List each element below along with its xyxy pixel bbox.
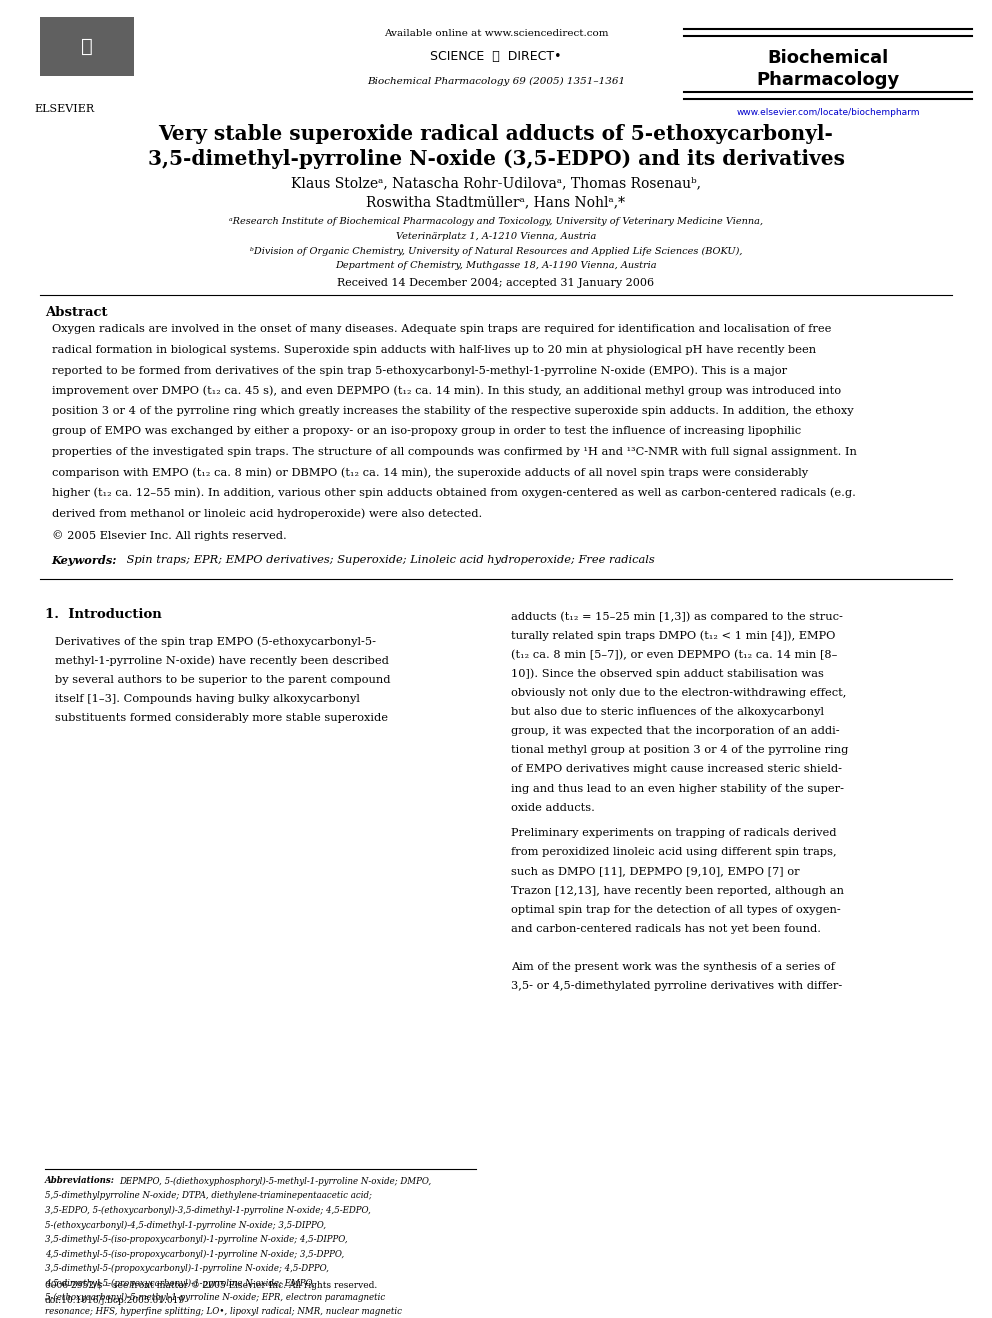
Text: by several authors to be superior to the parent compound: by several authors to be superior to the… [55, 675, 390, 685]
Text: such as DMPO [11], DEPMPO [9,10], EMPO [7] or: such as DMPO [11], DEPMPO [9,10], EMPO [… [511, 866, 800, 876]
Text: Keywords:: Keywords: [52, 555, 117, 565]
Text: ing and thus lead to an even higher stability of the super-: ing and thus lead to an even higher stab… [511, 783, 844, 793]
Text: oxide adducts.: oxide adducts. [511, 803, 595, 813]
Text: optimal spin trap for the detection of all types of oxygen-: optimal spin trap for the detection of a… [511, 904, 840, 915]
Text: 3,5-dimethyl-pyrroline Ν-oxide (3,5-EDPO) and its derivatives: 3,5-dimethyl-pyrroline Ν-oxide (3,5-EDPO… [148, 149, 844, 169]
Text: methyl-1-pyrroline N-oxide) have recently been described: methyl-1-pyrroline N-oxide) have recentl… [55, 655, 389, 667]
Text: 4,5-dimethyl-5-(iso-propoxycarbonyl)-1-pyrroline N-oxide; 3,5-DPPO,: 4,5-dimethyl-5-(iso-propoxycarbonyl)-1-p… [45, 1249, 344, 1259]
Text: Preliminary experiments on trapping of radicals derived: Preliminary experiments on trapping of r… [511, 828, 836, 838]
Text: DEPMPO, 5-(diethoxyphosphoryl)-5-methyl-1-pyrroline N-oxide; DMPO,: DEPMPO, 5-(diethoxyphosphoryl)-5-methyl-… [119, 1177, 432, 1186]
Text: of EMPO derivatives might cause increased steric shield-: of EMPO derivatives might cause increase… [511, 764, 842, 775]
Text: position 3 or 4 of the pyrroline ring which greatly increases the stability of t: position 3 or 4 of the pyrroline ring wh… [52, 406, 853, 416]
Text: www.elsevier.com/locate/biochempharm: www.elsevier.com/locate/biochempharm [737, 108, 920, 117]
Text: higher (t₁₂ ca. 12–55 min). In addition, various other spin adducts obtained fro: higher (t₁₂ ca. 12–55 min). In addition,… [52, 488, 855, 498]
Text: © 2005 Elsevier Inc. All rights reserved.: © 2005 Elsevier Inc. All rights reserved… [52, 530, 287, 540]
Text: Roswitha Stadtmüllerᵃ, Hans Nohlᵃ,*: Roswitha Stadtmüllerᵃ, Hans Nohlᵃ,* [366, 195, 626, 210]
Text: resonance; HFS, hyperfine splitting; LO•, lipoxyl radical; NMR, nuclear magnetic: resonance; HFS, hyperfine splitting; LO•… [45, 1307, 402, 1317]
Text: 10]). Since the observed spin adduct stabilisation was: 10]). Since the observed spin adduct sta… [511, 668, 823, 680]
Text: Biochemical: Biochemical [768, 49, 889, 67]
Text: Very stable superoxide radical adducts of 5-ethoxycarbonyl-: Very stable superoxide radical adducts o… [159, 124, 833, 144]
Text: comparison with EMPO (t₁₂ ca. 8 min) or DBMPO (t₁₂ ca. 14 min), the superoxide a: comparison with EMPO (t₁₂ ca. 8 min) or … [52, 467, 807, 478]
Text: improvement over DMPO (t₁₂ ca. 45 s), and even DEPMPO (t₁₂ ca. 14 min). In this : improvement over DMPO (t₁₂ ca. 45 s), an… [52, 385, 840, 397]
Text: 1.  Introduction: 1. Introduction [45, 608, 162, 621]
Text: Abstract: Abstract [45, 306, 107, 319]
Text: group of EMPO was exchanged by either a propoxy- or an iso-propoxy group in orde: group of EMPO was exchanged by either a … [52, 426, 801, 436]
Text: Available online at www.sciencedirect.com: Available online at www.sciencedirect.co… [384, 29, 608, 38]
Text: properties of the investigated spin traps. The structure of all compounds was co: properties of the investigated spin trap… [52, 447, 856, 457]
Text: ᵇDivision of Organic Chemistry, University of Natural Resources and Applied Life: ᵇDivision of Organic Chemistry, Universi… [250, 246, 742, 256]
Text: reported to be formed from derivatives of the spin trap 5-ethoxycarbonyl-5-methy: reported to be formed from derivatives o… [52, 365, 787, 376]
Text: 4,5-dimethyl-5-(propoxycarbonyl)-1-pyrroline N-oxide; EMPO,: 4,5-dimethyl-5-(propoxycarbonyl)-1-pyrro… [45, 1278, 314, 1288]
Text: Spin traps; EPR; EMPO derivatives; Superoxide; Linoleic acid hydroperoxide; Free: Spin traps; EPR; EMPO derivatives; Super… [123, 555, 655, 565]
Text: (t₁₂ ca. 8 min [5–7]), or even DEPMPO (t₁₂ ca. 14 min [8–: (t₁₂ ca. 8 min [5–7]), or even DEPMPO (t… [511, 650, 837, 660]
Text: Received 14 December 2004; accepted 31 January 2006: Received 14 December 2004; accepted 31 J… [337, 278, 655, 289]
Text: Abbreviations:: Abbreviations: [45, 1176, 114, 1185]
Text: Veterinärplatz 1, A-1210 Vienna, Austria: Veterinärplatz 1, A-1210 Vienna, Austria [396, 232, 596, 241]
Text: 🌿: 🌿 [81, 37, 92, 57]
Text: substituents formed considerably more stable superoxide: substituents formed considerably more st… [55, 713, 388, 724]
Text: itself [1–3]. Compounds having bulky alkoxycarbonyl: itself [1–3]. Compounds having bulky alk… [55, 693, 359, 704]
Text: Klaus Stolzeᵃ, Natascha Rohr-Udilovaᵃ, Thomas Rosenauᵇ,: Klaus Stolzeᵃ, Natascha Rohr-Udilovaᵃ, T… [291, 177, 701, 191]
Text: ELSEVIER: ELSEVIER [35, 104, 94, 115]
Text: from peroxidized linoleic acid using different spin traps,: from peroxidized linoleic acid using dif… [511, 847, 836, 858]
Text: tional methyl group at position 3 or 4 of the pyrroline ring: tional methyl group at position 3 or 4 o… [511, 745, 848, 755]
Text: 3,5- or 4,5-dimethylated pyrroline derivatives with differ-: 3,5- or 4,5-dimethylated pyrroline deriv… [511, 981, 842, 991]
Text: derived from methanol or linoleic acid hydroperoxide) were also detected.: derived from methanol or linoleic acid h… [52, 507, 482, 519]
Text: 5-(ethoxycarbonyl)-4,5-dimethyl-1-pyrroline N-oxide; 3,5-DIPPO,: 5-(ethoxycarbonyl)-4,5-dimethyl-1-pyrrol… [45, 1220, 325, 1230]
Text: group, it was expected that the incorporation of an addi-: group, it was expected that the incorpor… [511, 726, 839, 737]
Text: 3,5-EDPO, 5-(ethoxycarbonyl)-3,5-dimethyl-1-pyrroline N-oxide; 4,5-EDPO,: 3,5-EDPO, 5-(ethoxycarbonyl)-3,5-dimethy… [45, 1206, 371, 1215]
Text: 3,5-dimethyl-5-(iso-propoxycarbonyl)-1-pyrroline N-oxide; 4,5-DIPPO,: 3,5-dimethyl-5-(iso-propoxycarbonyl)-1-p… [45, 1235, 347, 1244]
Text: SCIENCE  ⓓ  DIRECT•: SCIENCE ⓓ DIRECT• [431, 50, 561, 63]
Text: adducts (t₁₂ = 15–25 min [1,3]) as compared to the struc-: adducts (t₁₂ = 15–25 min [1,3]) as compa… [511, 612, 843, 622]
FancyBboxPatch shape [40, 17, 134, 76]
Text: Aim of the present work was the synthesis of a series of: Aim of the present work was the synthesi… [511, 962, 835, 973]
Text: 5,5-dimethylpyrroline N-oxide; DTPA, diethylene-triaminepentaacetic acid;: 5,5-dimethylpyrroline N-oxide; DTPA, die… [45, 1191, 372, 1201]
Text: radical formation in biological systems. Superoxide spin adducts with half-lives: radical formation in biological systems.… [52, 344, 815, 355]
Text: 5-(ethoxycarbonyl)-5-methyl-1-pyrroline N-oxide; EPR, electron paramagnetic: 5-(ethoxycarbonyl)-5-methyl-1-pyrroline … [45, 1293, 385, 1302]
Text: and carbon-centered radicals has not yet been found.: and carbon-centered radicals has not yet… [511, 924, 821, 934]
Text: turally related spin traps DMPO (t₁₂ < 1 min [4]), EMPO: turally related spin traps DMPO (t₁₂ < 1… [511, 630, 835, 642]
Text: Biochemical Pharmacology 69 (2005) 1351–1361: Biochemical Pharmacology 69 (2005) 1351–… [367, 76, 625, 86]
Text: Department of Chemistry, Muthgasse 18, A-1190 Vienna, Austria: Department of Chemistry, Muthgasse 18, A… [335, 261, 657, 270]
Text: but also due to steric influences of the alkoxycarbonyl: but also due to steric influences of the… [511, 706, 824, 717]
Text: Trazon [12,13], have recently been reported, although an: Trazon [12,13], have recently been repor… [511, 886, 844, 896]
Text: Oxygen radicals are involved in the onset of many diseases. Adequate spin traps : Oxygen radicals are involved in the onse… [52, 324, 831, 335]
Text: Derivatives of the spin trap EMPO (5-ethoxycarbonyl-5-: Derivatives of the spin trap EMPO (5-eth… [55, 637, 376, 647]
Text: Pharmacology: Pharmacology [757, 71, 900, 90]
Text: ᵃResearch Institute of Biochemical Pharmacology and Toxicology, University of Ve: ᵃResearch Institute of Biochemical Pharm… [229, 217, 763, 227]
Text: 3,5-dimethyl-5-(propoxycarbonyl)-1-pyrroline N-oxide; 4,5-DPPO,: 3,5-dimethyl-5-(propoxycarbonyl)-1-pyrro… [45, 1264, 328, 1273]
Text: 0006-2952/$ – see front matter © 2005 Elsevier Inc. All rights reserved.: 0006-2952/$ – see front matter © 2005 El… [45, 1281, 377, 1290]
Text: obviously not only due to the electron-withdrawing effect,: obviously not only due to the electron-w… [511, 688, 846, 699]
Text: doi:10.1016/j.bcp.2005.01.019: doi:10.1016/j.bcp.2005.01.019 [45, 1296, 185, 1305]
